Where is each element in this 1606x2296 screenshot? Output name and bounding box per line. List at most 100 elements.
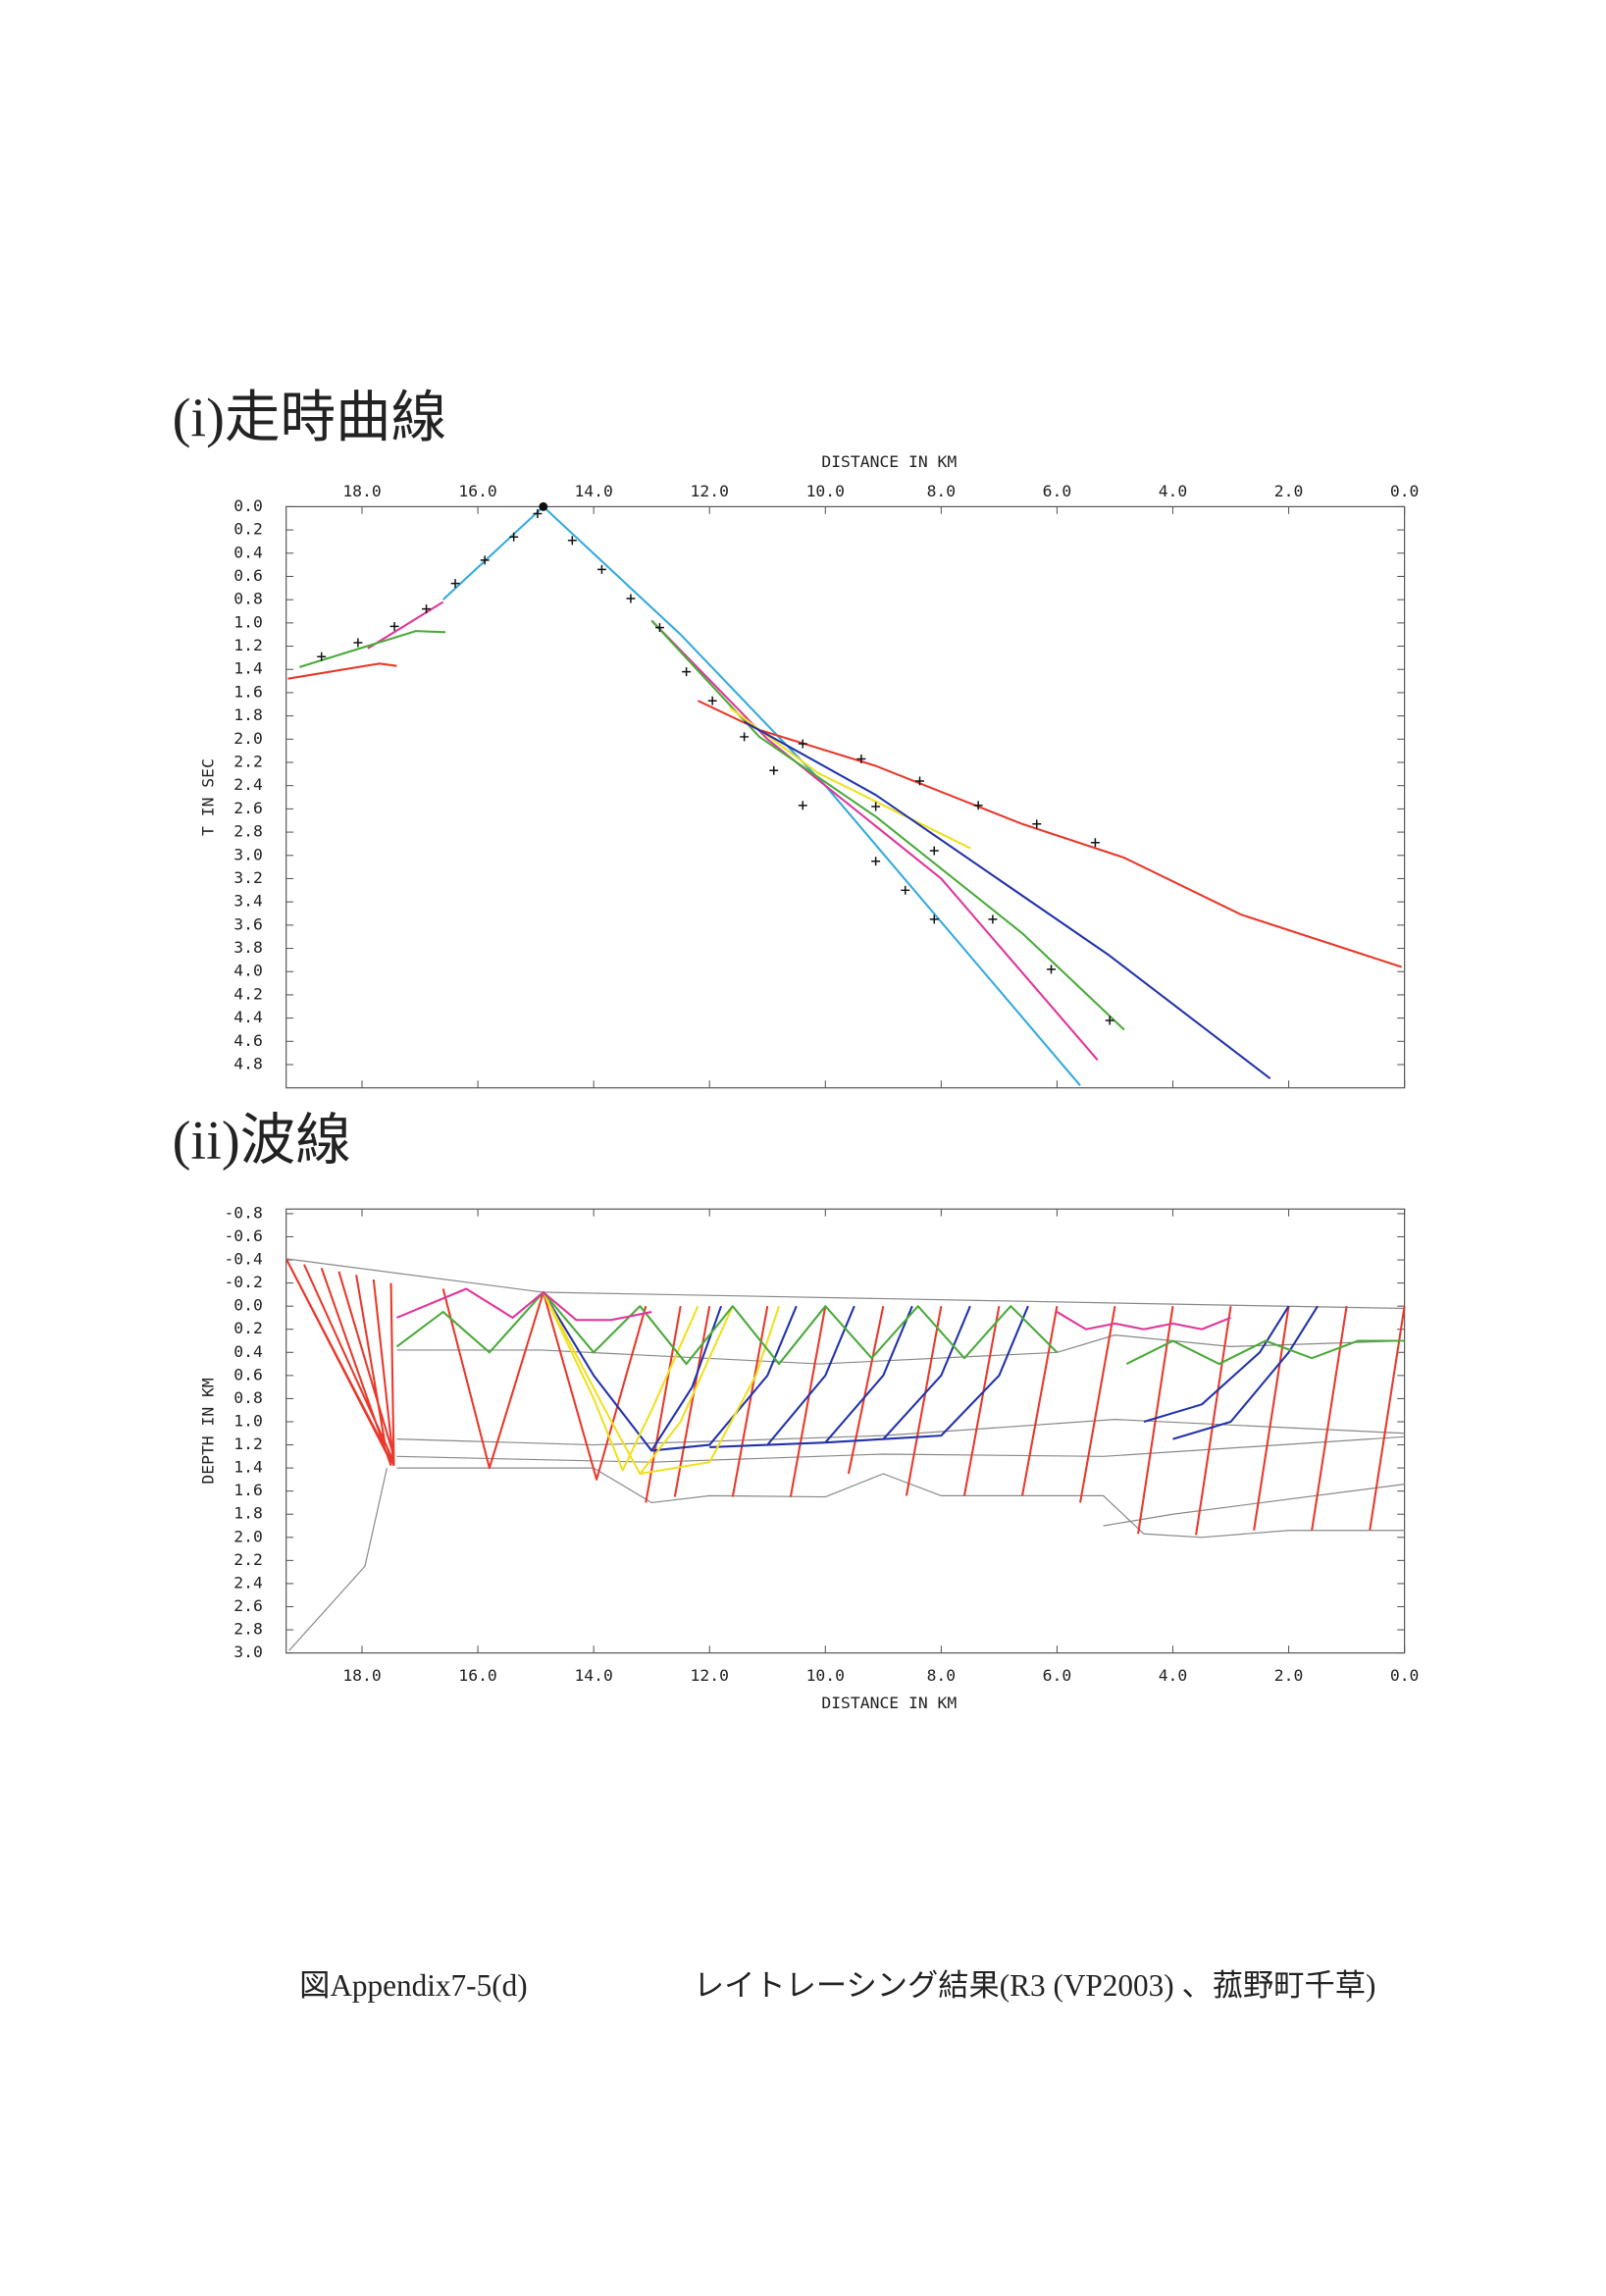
y-tick-label: 0.0 <box>233 496 263 515</box>
observed-point <box>450 579 460 589</box>
y-tick-label: 1.8 <box>233 1504 263 1523</box>
chart-title: (ii)波線 <box>173 1111 351 1172</box>
observed-point <box>1032 819 1042 829</box>
observed-point <box>915 776 924 786</box>
x-tick-label: 10.0 <box>806 1666 845 1685</box>
y-tick-label: -0.2 <box>224 1273 262 1291</box>
y-tick-label: 0.4 <box>233 1342 263 1361</box>
series-line <box>285 1259 395 1467</box>
series-line <box>441 1288 1406 1536</box>
observed-point <box>533 509 543 518</box>
x-tick-label: 2.0 <box>1274 482 1304 500</box>
y-tick-label: 2.4 <box>233 1573 263 1592</box>
observed-point <box>973 801 983 810</box>
y-tick-label: 4.0 <box>233 962 263 980</box>
y-tick-label: 0.4 <box>233 543 263 561</box>
y-tick-label: 0.2 <box>233 520 263 539</box>
series-line <box>441 505 1081 1086</box>
series-line <box>288 1467 388 1651</box>
series-line <box>650 619 1099 1061</box>
observed-point <box>871 857 881 866</box>
x-tick-label: 16.0 <box>458 1666 496 1685</box>
x-tick-label: 0.0 <box>1390 1666 1420 1685</box>
x-tick-label: 18.0 <box>342 1666 381 1685</box>
series-line <box>396 1419 1405 1446</box>
series-line <box>298 630 446 668</box>
series-line <box>396 1467 1405 1539</box>
observed-point <box>353 638 363 648</box>
series-line <box>1103 1484 1405 1527</box>
y-tick-label: 3.0 <box>233 845 263 863</box>
y-tick-label: 0.8 <box>233 590 263 608</box>
y-tick-label: 0.6 <box>233 1365 263 1383</box>
observed-point <box>798 739 807 749</box>
y-tick-label: 4.8 <box>233 1054 263 1072</box>
x-tick-label: 6.0 <box>1043 1666 1072 1685</box>
y-tick-label: 4.6 <box>233 1031 263 1050</box>
x-tick-label: 12.0 <box>691 482 729 500</box>
observed-point <box>1090 838 1100 848</box>
y-tick-label: 2.2 <box>233 1550 263 1569</box>
observed-point <box>707 696 717 705</box>
observed-point <box>422 604 432 614</box>
observed-point <box>856 754 866 763</box>
y-tick-label: 1.6 <box>233 1481 263 1499</box>
observed-point <box>567 536 577 546</box>
y-tick-label: 2.6 <box>233 799 263 817</box>
observed-point <box>929 846 939 856</box>
x-tick-label: 12.0 <box>691 1666 729 1685</box>
observed-point <box>1105 1016 1114 1025</box>
figure-caption: レイトレーシング結果(R3 (VP2003) 、菰野町千草) <box>694 1968 1376 2003</box>
y-tick-label: 2.0 <box>233 729 263 748</box>
y-tick-label: 1.2 <box>233 636 263 654</box>
series-line <box>285 1258 1405 1310</box>
x-tick-label: 10.0 <box>806 482 845 500</box>
y-tick-label: -0.4 <box>224 1250 263 1269</box>
x-tick-label: 2.0 <box>1274 1666 1304 1685</box>
shot-point <box>539 501 548 511</box>
y-tick-label: 1.4 <box>233 659 263 678</box>
observed-point <box>654 623 664 633</box>
series-line <box>396 1287 1231 1331</box>
observed-point <box>596 564 606 574</box>
observed-point <box>626 594 636 603</box>
y-tick-label: 1.0 <box>233 1411 263 1430</box>
y-tick-label: 1.0 <box>233 612 263 631</box>
x-tick-label: 6.0 <box>1043 482 1072 500</box>
y-tick-label: 2.4 <box>233 775 263 794</box>
y-tick-label: 4.4 <box>233 1008 263 1026</box>
plot-frame <box>285 1208 1406 1654</box>
series-line <box>650 619 1125 1031</box>
series-line <box>542 1291 781 1476</box>
observed-point <box>509 532 519 542</box>
y-tick-label: 3.2 <box>233 868 263 887</box>
x-axis-label: DISTANCE IN KM <box>821 1694 957 1712</box>
observed-point <box>1047 965 1056 974</box>
y-tick-label: 1.8 <box>233 705 263 724</box>
observed-point <box>740 732 750 742</box>
series-line <box>729 706 971 850</box>
chart-title: (i)走時曲線 <box>173 389 447 449</box>
observed-point <box>389 621 399 631</box>
observed-point <box>682 667 692 677</box>
observed-point <box>317 652 327 661</box>
x-tick-label: 16.0 <box>458 482 496 500</box>
x-tick-label: 14.0 <box>574 1666 612 1685</box>
x-tick-label: 8.0 <box>927 482 957 500</box>
y-tick-label: 0.8 <box>233 1388 263 1407</box>
series-line <box>367 600 444 650</box>
observed-point <box>798 801 807 810</box>
x-tick-label: 4.0 <box>1159 482 1188 500</box>
y-tick-label: 2.6 <box>233 1596 263 1615</box>
series-line <box>395 1290 1405 1366</box>
y-tick-label: 2.8 <box>233 1620 263 1639</box>
observed-point <box>480 555 490 565</box>
y-tick-label: 1.4 <box>233 1458 263 1477</box>
figure-number: 図Appendix7-5(d) <box>299 1968 528 2003</box>
x-tick-label: 0.0 <box>1390 482 1420 500</box>
x-axis-label: DISTANCE IN KM <box>821 452 957 471</box>
y-tick-label: 3.4 <box>233 892 263 911</box>
y-tick-label: 0.2 <box>233 1319 263 1337</box>
x-tick-label: 14.0 <box>574 482 612 500</box>
